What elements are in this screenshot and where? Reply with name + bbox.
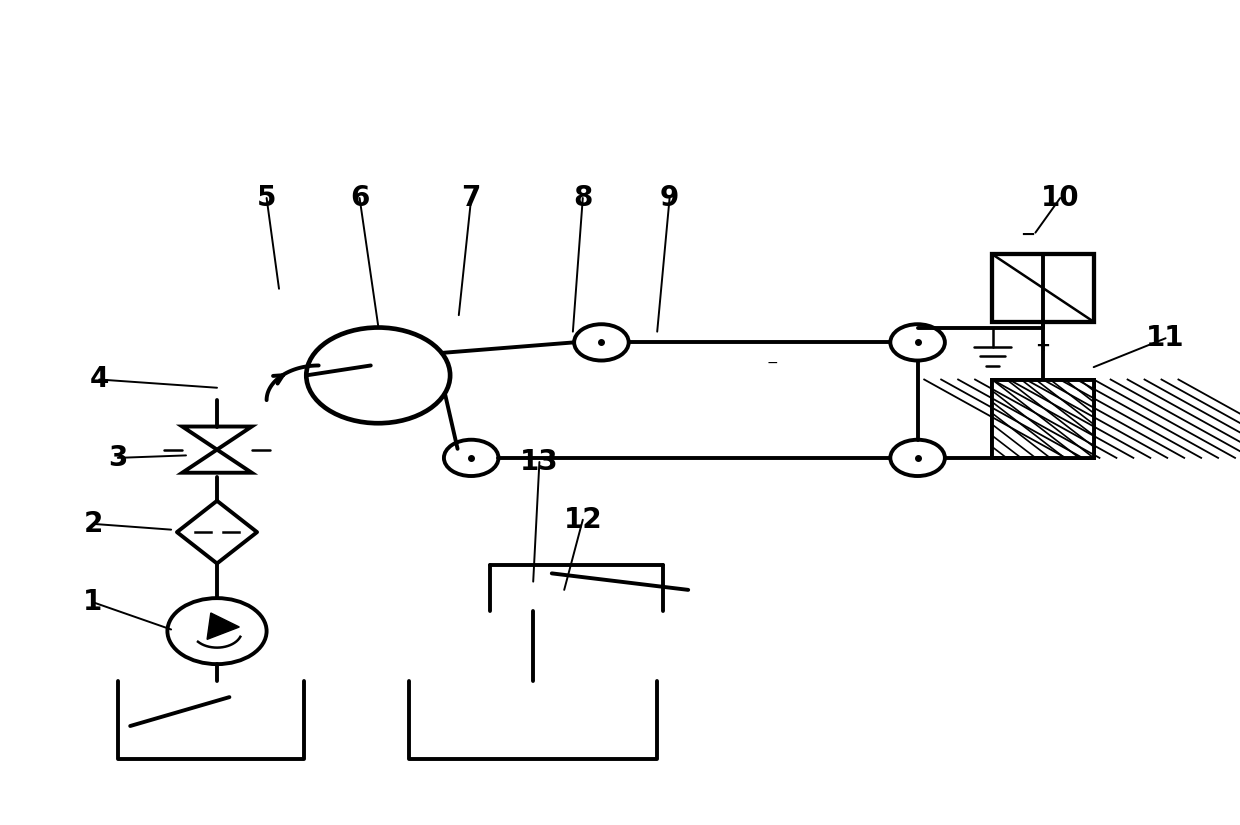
Text: 2: 2: [83, 510, 103, 538]
Text: 12: 12: [563, 506, 603, 534]
Polygon shape: [207, 613, 239, 639]
Bar: [992, 380, 1094, 458]
Text: 8: 8: [573, 184, 593, 212]
Text: 11: 11: [1146, 324, 1185, 352]
Text: +: +: [1035, 337, 1050, 355]
Text: 3: 3: [108, 444, 128, 472]
Text: 10: 10: [1040, 184, 1080, 212]
Text: 7: 7: [461, 184, 481, 212]
Text: 9: 9: [660, 184, 680, 212]
Bar: [992, 380, 1094, 458]
Text: 6: 6: [350, 184, 370, 212]
Text: 5: 5: [257, 184, 277, 212]
Text: 13: 13: [520, 448, 559, 476]
Text: 4: 4: [89, 365, 109, 394]
Text: −: −: [1021, 226, 1035, 244]
Bar: [992, 254, 1094, 322]
Text: 1: 1: [83, 588, 103, 616]
Text: −: −: [766, 356, 777, 370]
